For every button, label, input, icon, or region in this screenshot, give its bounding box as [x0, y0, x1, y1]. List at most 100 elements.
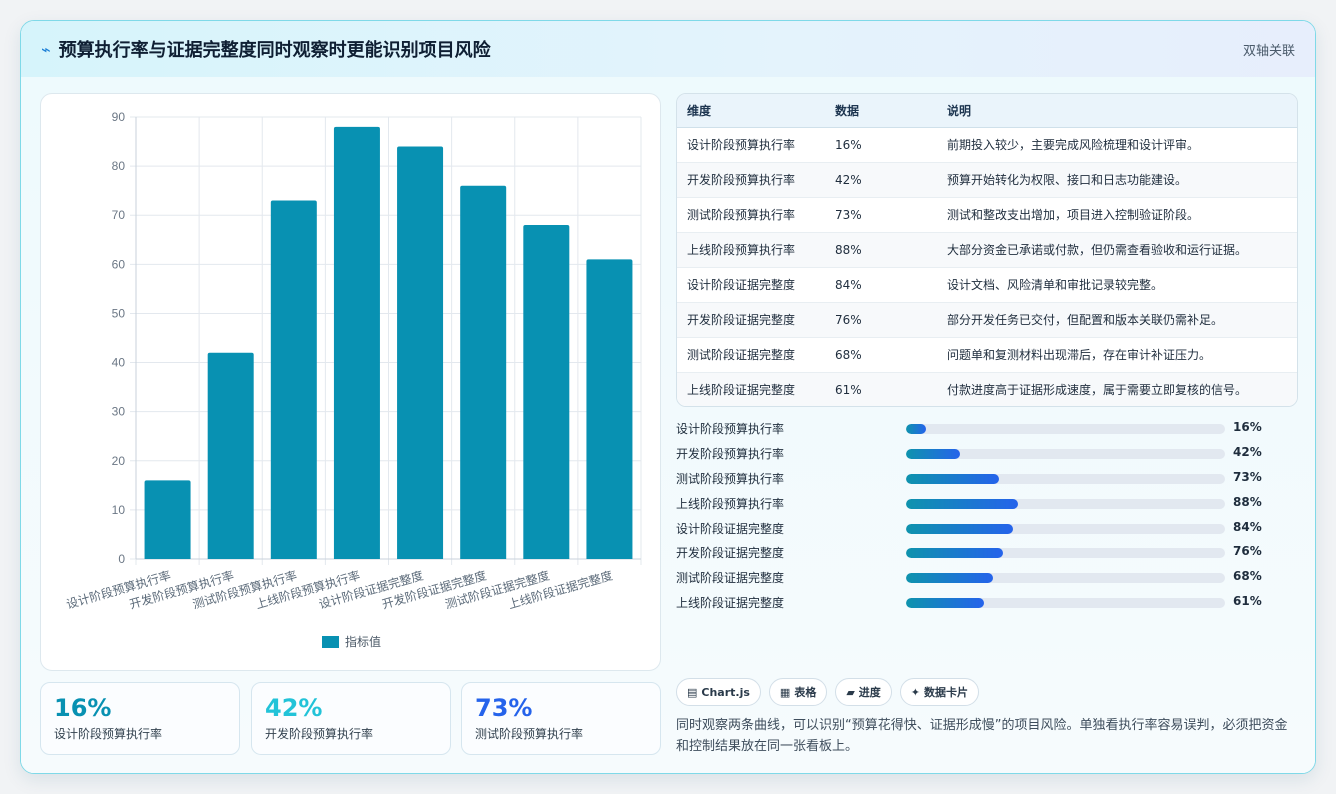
dashboard-card: ⌁ 预算执行率与证据完整度同时观察时更能识别项目风险 双轴关联 0 10 20 30 4…: [20, 20, 1316, 774]
table-cell: 上线阶段证据完整度: [677, 372, 825, 406]
progress-row: 测试阶段证据完整度 68%: [676, 566, 1298, 591]
y-tick-label: 10: [112, 503, 126, 517]
progress-track: [906, 523, 1225, 534]
y-tick-label: 60: [112, 257, 126, 271]
stat-card-3: 73% 测试阶段预算执行率: [461, 682, 661, 755]
y-tick-label: 0: [118, 552, 125, 566]
table-cell: 前期投入较少，主要完成风险梳理和设计评审。: [937, 127, 1297, 163]
bar-chart: 0102030405060708090设计阶段预算执行率开发阶段预算执行率测试阶…: [64, 110, 642, 649]
stat-label: 设计阶段预算执行率: [54, 727, 163, 741]
progress-track: [906, 598, 1225, 609]
chip-4[interactable]: ✦ 数据卡片: [899, 678, 980, 706]
bar: [586, 259, 633, 559]
stat-value: 73%: [475, 694, 533, 722]
progress-fill: [906, 424, 927, 434]
y-tick-label: 90: [112, 110, 126, 124]
chip-label: Chart.js: [701, 685, 750, 699]
chip-2[interactable]: ▦ 表格: [768, 678, 828, 706]
table-row: 上线阶段预算执行率 88% 大部分资金已承诺或付款，但仍需查看验收和运行证据。: [677, 232, 1297, 268]
legend-swatch: [322, 636, 339, 648]
bar: [460, 185, 507, 559]
progress-label: 测试阶段预算执行率: [676, 471, 785, 486]
progress-track: [906, 498, 1225, 509]
data-table-panel: 维度 数据 说明 设计阶段预算执行率 16% 前期投入较少，主要完成风险梳理和设计评…: [676, 93, 1298, 407]
table-cell: 设计阶段预算执行率: [677, 127, 825, 163]
bar: [523, 225, 570, 560]
table-cell: 16%: [825, 127, 937, 163]
progress-fill: [906, 448, 960, 459]
y-tick-label: 50: [112, 306, 126, 320]
column-header: 维度: [677, 94, 825, 128]
progress-track: [906, 573, 1225, 584]
progress-value: 68%: [1233, 569, 1262, 584]
stat-value: 16%: [54, 694, 112, 722]
table-cell: 设计文档、风险清单和审批记录较完整。: [937, 267, 1297, 303]
table-cell: 大部分资金已承诺或付款，但仍需查看验收和运行证据。: [937, 232, 1297, 268]
stat-card-1: 16% 设计阶段预算执行率: [40, 682, 240, 755]
bar: [207, 352, 254, 559]
y-tick-label: 70: [112, 208, 126, 222]
table-cell: 上线阶段预算执行率: [677, 232, 825, 268]
chip-3[interactable]: ▰ 进度: [835, 678, 892, 706]
stat-value: 42%: [265, 694, 323, 722]
chip-label: 进度: [858, 686, 881, 699]
table-cell: 42%: [825, 162, 937, 198]
table-row: 设计阶段预算执行率 16% 前期投入较少，主要完成风险梳理和设计评审。: [677, 127, 1297, 163]
header: ⌁ 预算执行率与证据完整度同时观察时更能识别项目风险 双轴关联: [21, 21, 1315, 77]
table-cell: 测试阶段预算执行率: [677, 197, 825, 233]
progress-fill: [906, 498, 1019, 509]
table-cell: 84%: [825, 267, 937, 303]
stat-card-2: 42% 开发阶段预算执行率: [251, 682, 451, 755]
data-table: 维度 数据 说明 设计阶段预算执行率 16% 前期投入较少，主要完成风险梳理和设计评…: [677, 94, 1297, 406]
progress-label: 上线阶段预算执行率: [676, 496, 785, 511]
progress-label: 设计阶段证据完整度: [676, 521, 785, 536]
progress-value: 84%: [1233, 519, 1262, 534]
table-header-row: 维度 数据 说明: [677, 94, 1297, 128]
progress-fill: [906, 473, 1000, 484]
chip-icon: ✦: [910, 685, 921, 699]
table-cell: 问题单和复测材料出现滞后，存在审计补证压力。: [937, 337, 1297, 373]
bar: [397, 146, 444, 559]
table-cell: 开发阶段证据完整度: [677, 302, 825, 338]
progress-fill: [906, 548, 1003, 559]
progress-fill: [906, 523, 1014, 534]
progress-track: [906, 548, 1225, 559]
progress-value: 42%: [1233, 444, 1262, 459]
progress-label: 设计阶段预算执行率: [676, 422, 785, 436]
chip-1[interactable]: ▤ Chart.js: [676, 678, 761, 706]
table-cell: 测试和整改支出增加，项目进入控制验证阶段。: [937, 197, 1297, 233]
column-header: 说明: [937, 94, 1297, 128]
table-cell: 73%: [825, 197, 937, 233]
table-cell: 61%: [825, 372, 937, 406]
progress-list: 设计阶段预算执行率 16% 开发阶段预算执行率 42% 测试阶段预算执行率 73% 上线阶段…: [676, 417, 1298, 616]
y-tick-label: 20: [112, 454, 126, 468]
progress-row: 开发阶段证据完整度 76%: [676, 541, 1298, 566]
table-row: 开发阶段证据完整度 76% 部分开发任务已交付，但配置和版本关联仍需补足。: [677, 302, 1297, 338]
progress-value: 76%: [1233, 544, 1262, 559]
progress-value: 73%: [1233, 469, 1262, 484]
progress-row: 设计阶段预算执行率 16%: [676, 417, 1298, 442]
progress-value: 88%: [1233, 494, 1262, 509]
progress-row: 开发阶段预算执行率 42%: [676, 442, 1298, 467]
table-cell: 88%: [825, 232, 937, 268]
progress-label: 开发阶段证据完整度: [676, 546, 785, 561]
table-row: 上线阶段证据完整度 61% 付款进度高于证据形成速度，属于需要立即复核的信号。: [677, 372, 1297, 406]
legend-label: 指标值: [345, 634, 381, 649]
progress-row: 设计阶段证据完整度 84%: [676, 517, 1298, 542]
table-row: 设计阶段证据完整度 84% 设计文档、风险清单和审批记录较完整。: [677, 267, 1297, 303]
table-row: 测试阶段预算执行率 73% 测试和整改支出增加，项目进入控制验证阶段。: [677, 197, 1297, 233]
chip-label: 表格: [794, 686, 817, 699]
table-cell: 付款进度高于证据形成速度，属于需要立即复核的信号。: [937, 372, 1297, 406]
table-cell: 开发阶段预算执行率: [677, 162, 825, 198]
table-cell: 部分开发任务已交付，但配置和版本关联仍需补足。: [937, 302, 1297, 338]
progress-fill: [906, 598, 984, 609]
bar-chart-panel: 0 10 20 30 40 50 60 70 80 90 设计阶段预算执行率 开发阶段预算执行率 测试阶…: [40, 93, 661, 671]
progress-track: [906, 448, 1225, 459]
progress-label: 上线阶段证据完整度: [676, 596, 785, 611]
progress-value: 61%: [1233, 594, 1262, 609]
table-cell: 68%: [825, 337, 937, 373]
y-tick-label: 30: [112, 405, 126, 419]
page-title: 预算执行率与证据完整度同时观察时更能识别项目风险: [58, 40, 491, 61]
chip-icon: ▰: [846, 685, 855, 699]
bar: [333, 126, 380, 560]
